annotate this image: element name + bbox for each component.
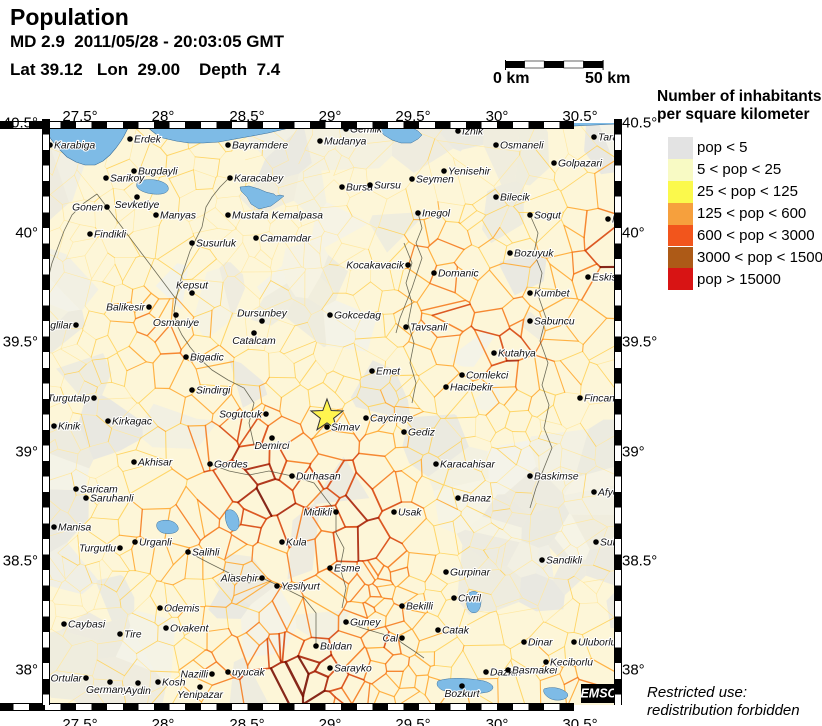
svg-text:Camamdar: Camamdar bbox=[260, 234, 311, 245]
svg-text:Sabuncu: Sabuncu bbox=[534, 317, 575, 328]
svg-text:Kinik: Kinik bbox=[58, 422, 81, 433]
svg-text:Simav: Simav bbox=[331, 423, 360, 434]
svg-text:Gokcedag: Gokcedag bbox=[334, 311, 381, 322]
svg-text:Catalcam: Catalcam bbox=[232, 336, 276, 347]
svg-text:Nazilli: Nazilli bbox=[181, 670, 209, 681]
svg-text:Durhasan: Durhasan bbox=[296, 472, 341, 483]
svg-text:Dinar: Dinar bbox=[528, 638, 553, 649]
svg-text:Domanic: Domanic bbox=[438, 269, 479, 280]
svg-text:Turgutlu: Turgutlu bbox=[79, 544, 116, 555]
svg-text:Inegol: Inegol bbox=[422, 209, 451, 220]
svg-text:Demirci: Demirci bbox=[255, 441, 291, 452]
svg-text:EMSC: EMSC bbox=[580, 687, 616, 701]
svg-text:Baskimse: Baskimse bbox=[534, 472, 579, 483]
svg-text:Hacibekir: Hacibekir bbox=[450, 383, 493, 394]
svg-text:Kula: Kula bbox=[286, 538, 307, 549]
svg-text:Bayramdere: Bayramdere bbox=[232, 141, 288, 152]
svg-text:Comlekci: Comlekci bbox=[466, 371, 509, 382]
svg-text:Sindirgi: Sindirgi bbox=[196, 386, 231, 397]
svg-text:Emet: Emet bbox=[376, 367, 401, 378]
svg-text:Caybasi: Caybasi bbox=[68, 620, 106, 631]
svg-text:Bugdayli: Bugdayli bbox=[138, 167, 178, 178]
svg-text:Karacabey: Karacabey bbox=[234, 174, 284, 185]
svg-text:Kepsut: Kepsut bbox=[176, 281, 209, 292]
svg-text:Gordes: Gordes bbox=[214, 460, 248, 471]
svg-text:Sevketiye: Sevketiye bbox=[115, 200, 160, 211]
svg-text:Usak: Usak bbox=[398, 508, 422, 519]
svg-text:Manyas: Manyas bbox=[160, 211, 196, 222]
svg-text:Midikli: Midikli bbox=[303, 508, 332, 519]
svg-text:Ovakent: Ovakent bbox=[170, 624, 209, 635]
svg-text:Esme: Esme bbox=[334, 564, 361, 575]
svg-text:Ortular: Ortular bbox=[51, 674, 83, 685]
svg-text:Keciborlu: Keciborlu bbox=[550, 658, 593, 669]
svg-text:Kirkagac: Kirkagac bbox=[112, 417, 153, 428]
svg-text:Tire: Tire bbox=[124, 630, 142, 641]
svg-text:Saruhanli: Saruhanli bbox=[90, 494, 134, 505]
svg-text:Kutahya: Kutahya bbox=[498, 349, 536, 360]
svg-text:Buldan: Buldan bbox=[320, 642, 352, 653]
svg-text:Sandikli: Sandikli bbox=[546, 556, 583, 567]
svg-text:Civril: Civril bbox=[458, 594, 482, 605]
svg-text:uyucak: uyucak bbox=[232, 668, 265, 679]
svg-text:Yenisehir: Yenisehir bbox=[448, 167, 491, 178]
svg-text:Gediz: Gediz bbox=[408, 428, 435, 439]
svg-text:Golpazari: Golpazari bbox=[558, 159, 603, 170]
svg-text:Sogutcuk: Sogutcuk bbox=[219, 410, 263, 421]
svg-text:Bigadic: Bigadic bbox=[190, 353, 225, 364]
svg-text:Urganli: Urganli bbox=[139, 538, 172, 549]
svg-text:Kumbet: Kumbet bbox=[534, 289, 571, 300]
svg-text:Karacahisar: Karacahisar bbox=[440, 460, 496, 471]
svg-text:Gonen: Gonen bbox=[72, 203, 103, 214]
svg-text:Fincanburn: Fincanburn bbox=[584, 394, 616, 405]
svg-text:Eskisehir: Eskisehir bbox=[592, 273, 616, 284]
svg-text:Erdek: Erdek bbox=[134, 135, 162, 146]
svg-text:Tavsanli: Tavsanli bbox=[410, 323, 448, 334]
svg-text:Yesilyurt: Yesilyurt bbox=[281, 582, 321, 593]
svg-text:Akhisar: Akhisar bbox=[137, 458, 173, 469]
svg-text:Yenipazar: Yenipazar bbox=[177, 690, 223, 701]
svg-text:Karabiga: Karabiga bbox=[54, 141, 95, 152]
svg-text:Mustafa Kemalpasa: Mustafa Kemalpasa bbox=[232, 211, 323, 222]
svg-text:Balikesir: Balikesir bbox=[106, 303, 145, 314]
svg-text:Bekilli: Bekilli bbox=[406, 602, 434, 613]
svg-text:Gurpinar: Gurpinar bbox=[450, 568, 491, 579]
svg-text:Sarayko: Sarayko bbox=[334, 664, 372, 675]
svg-text:Salihli: Salihli bbox=[192, 548, 220, 559]
svg-text:Banaz: Banaz bbox=[462, 494, 491, 505]
svg-text:Bilecik: Bilecik bbox=[500, 193, 531, 204]
svg-text:Osmaneli: Osmaneli bbox=[500, 141, 544, 152]
svg-text:Turgutalp: Turgutalp bbox=[47, 394, 90, 405]
svg-text:Susurluk: Susurluk bbox=[196, 239, 237, 250]
svg-text:Bozuyuk: Bozuyuk bbox=[514, 249, 554, 260]
svg-text:Mudanya: Mudanya bbox=[324, 137, 367, 148]
svg-text:Kocakavacik: Kocakavacik bbox=[346, 261, 405, 272]
svg-text:Caycinge: Caycinge bbox=[370, 414, 413, 425]
svg-text:Alasehir: Alasehir bbox=[220, 574, 259, 585]
svg-text:Findikli: Findikli bbox=[94, 230, 127, 241]
svg-text:Aydin: Aydin bbox=[124, 686, 151, 697]
svg-text:Guney: Guney bbox=[350, 618, 381, 629]
svg-text:Manisa: Manisa bbox=[58, 523, 91, 534]
svg-text:Bozkurt: Bozkurt bbox=[445, 689, 481, 700]
svg-text:Dursunbey: Dursunbey bbox=[237, 309, 288, 320]
svg-text:Uluborlu: Uluborlu bbox=[578, 638, 616, 649]
svg-text:Catak: Catak bbox=[442, 626, 470, 637]
svg-text:Osmaniye: Osmaniye bbox=[153, 318, 200, 329]
svg-text:Odemis: Odemis bbox=[164, 604, 199, 615]
svg-text:Cal: Cal bbox=[383, 634, 399, 645]
svg-text:Sursu: Sursu bbox=[374, 181, 401, 192]
svg-text:Sogut: Sogut bbox=[534, 211, 562, 222]
